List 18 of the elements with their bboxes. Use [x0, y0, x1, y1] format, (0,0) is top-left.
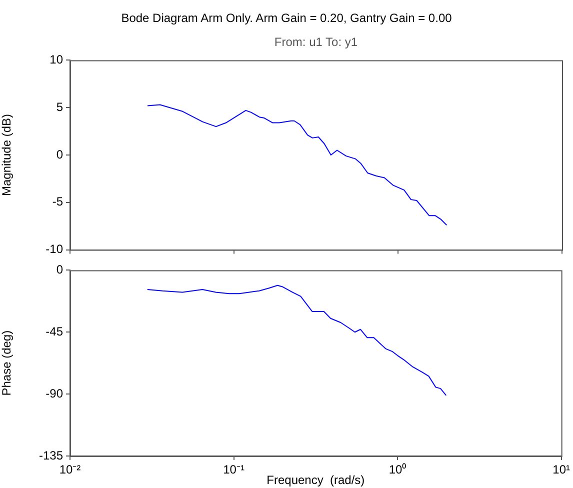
chart-subtitle: From: u1 To: y1: [273, 35, 359, 49]
chart-title: Bode Diagram Arm Only. Arm Gain = 0.20, Gantry Gain = 0.00: [120, 11, 453, 25]
x-tick-label: 10¹: [552, 462, 570, 477]
y-axis-title: Magnitude (dB): [0, 114, 14, 196]
y-tick-label: -90: [46, 386, 64, 400]
y-tick-label: 0: [56, 262, 64, 277]
y-tick-label: 5: [56, 100, 64, 114]
x-tick-label: 10⁰: [388, 462, 406, 477]
y-tick-label: 0: [56, 147, 64, 162]
y-tick-label: -45: [46, 324, 64, 338]
x-tick-label: 10⁻¹: [223, 462, 244, 477]
x-tick-label: 10⁻²: [59, 462, 81, 477]
y-axis-title: Phase (deg): [0, 330, 14, 396]
x-axis-title: Frequency (rad/s): [266, 473, 365, 488]
y-tick-label: -10: [46, 242, 64, 256]
y-tick-label: -135: [38, 448, 64, 462]
y-tick-label: 10: [50, 52, 64, 67]
y-tick-label: -5: [52, 194, 64, 209]
